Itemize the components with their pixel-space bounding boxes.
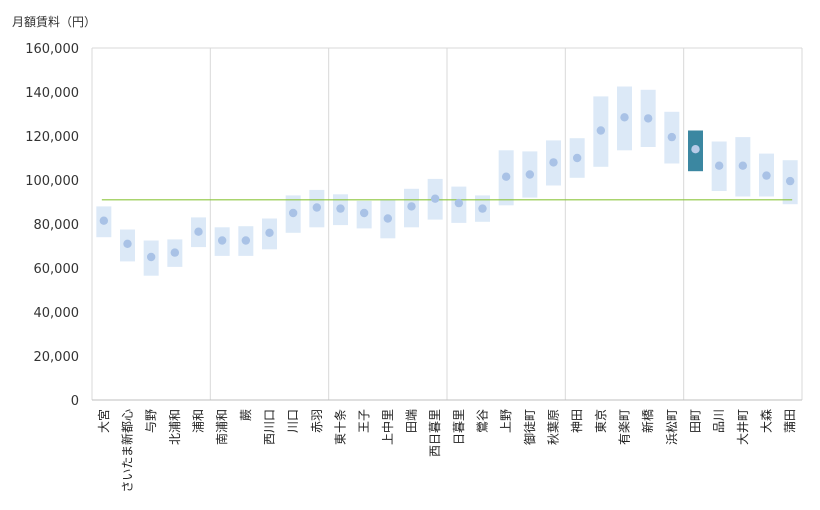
x-category-label: 東十条 [334,409,348,445]
x-category-label: 浜松町 [665,409,679,445]
x-category-label: 西日暮里 [428,409,442,457]
x-category-label: 有楽町 [618,409,632,445]
mid-point [714,161,724,170]
mid-point [691,145,700,154]
x-category-label: 与野 [144,409,158,433]
x-category-label: 蕨 [239,409,253,421]
x-category-label: 日暮里 [452,409,466,445]
x-category-label: 西川口 [263,409,277,445]
y-tick-label: 40,000 [34,306,80,321]
mid-points [99,113,795,262]
mid-point [336,204,345,213]
x-category-label: 上野 [499,409,513,433]
x-category-label: 秋葉原 [547,409,561,445]
mid-point [265,228,274,237]
mid-point [359,208,369,218]
x-category-label: 南浦和 [214,409,229,445]
x-category-label: 田町 [689,409,703,433]
mid-point [430,194,440,203]
x-category-label: 御徒町 [522,409,537,445]
grid-lines [91,47,803,401]
x-category-label: 新橋 [640,409,655,433]
mid-point [643,114,653,123]
mid-point [99,216,109,225]
y-tick-label: 120,000 [25,130,79,145]
mid-point [146,252,156,262]
y-axis-title: 月額賃料（円） [12,14,96,29]
mid-point [288,208,298,218]
mid-point [572,153,582,163]
y-tick-label: 0 [71,394,79,409]
mid-point [501,172,511,181]
y-axis-ticks: 0 20,000 40,000 60,000 80,000 100,000 120,000 1… [25,42,79,409]
y-tick-label: 60,000 [34,262,80,277]
y-tick-label: 140,000 [25,86,79,101]
x-category-label: 品川 [712,409,726,433]
mid-point [620,113,629,122]
x-category-label: 蒲田 [783,409,797,433]
x-category-label: 神田 [570,409,584,433]
x-category-label: 赤羽 [310,409,324,433]
x-category-label: 上中里 [380,409,395,445]
x-category-label: 大森 [759,409,774,433]
mid-point [785,176,795,186]
x-category-label: さいたま新都心 [120,409,135,493]
x-category-label: 鶯谷 [475,409,490,433]
mid-point [667,132,677,142]
mid-point [217,236,227,245]
mid-point [170,248,180,257]
x-axis-labels: 大宮 さいたま新都心 与野 北浦和 浦和 南浦和蕨西川口 川口 赤羽 東十条 王子 上中里 田端 西日暮… [96,409,797,493]
x-category-label: 田端 [405,409,419,433]
x-category-label: 大井町 [736,409,750,445]
y-tick-label: 100,000 [25,174,79,189]
x-category-label: 北浦和 [168,409,182,445]
x-category-label: 川口 [286,409,300,433]
mid-point [123,239,132,248]
mid-point [549,158,558,167]
mid-point [478,204,487,213]
y-tick-label: 80,000 [34,218,80,233]
y-tick-label: 160,000 [25,42,79,57]
x-category-label: 東京 [594,409,608,433]
y-tick-label: 20,000 [34,350,80,365]
mid-point [407,202,416,211]
mid-point [194,227,203,236]
mid-point [312,203,322,212]
x-category-label: 大宮 [96,409,111,433]
x-category-label: 浦和 [192,409,206,433]
mid-point [454,198,464,208]
mid-point [525,170,535,179]
mid-point [596,126,606,135]
mid-point [762,171,771,180]
mid-point [383,214,393,223]
x-category-label: 王子 [357,409,371,433]
mid-point [738,161,748,170]
mid-point [241,236,251,245]
